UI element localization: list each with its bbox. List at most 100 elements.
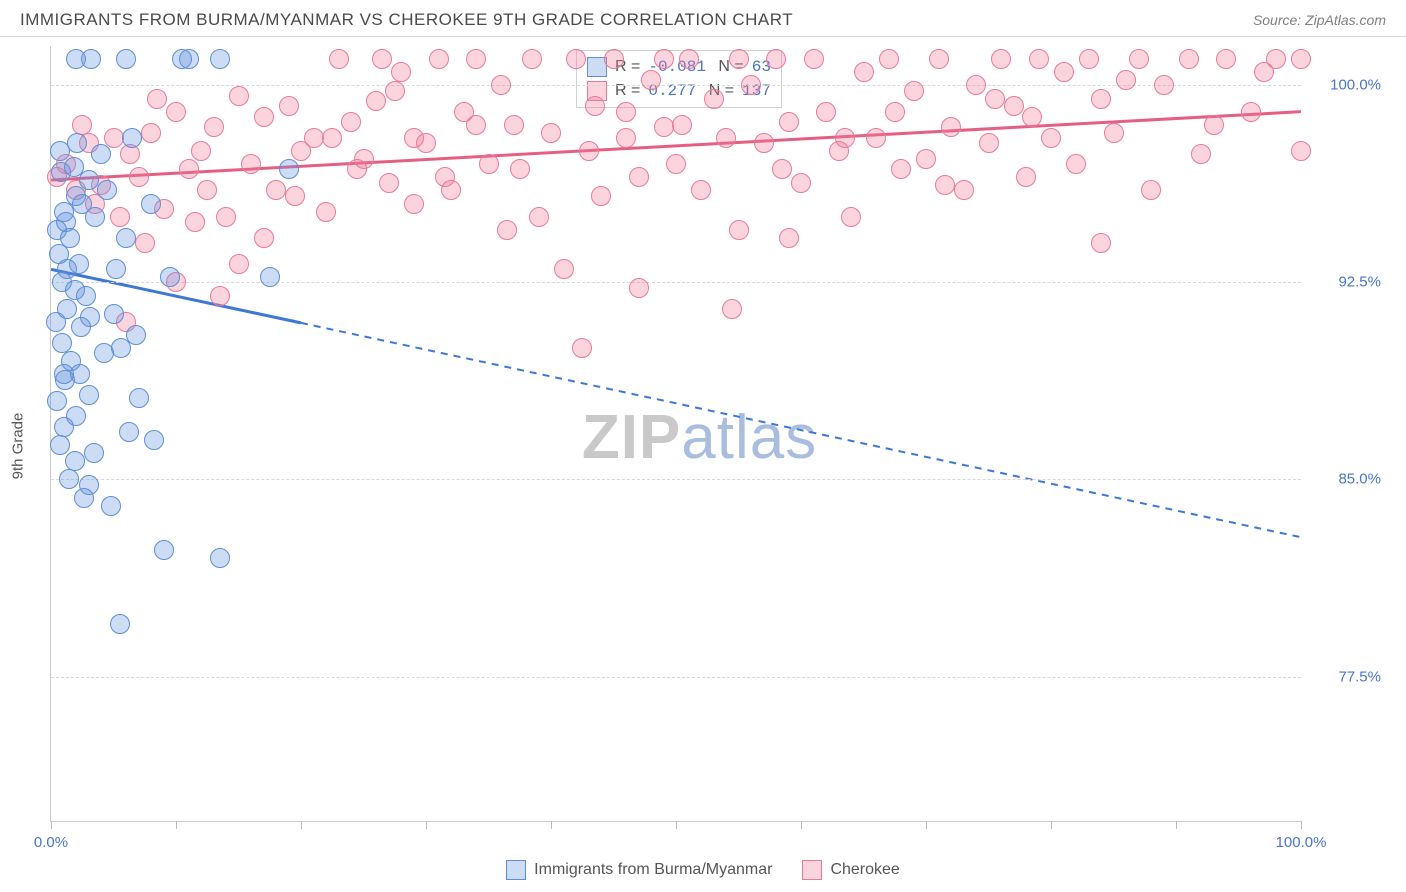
marker-burma [67,133,87,153]
marker-cherokee [416,133,436,153]
marker-cherokee [629,167,649,187]
marker-cherokee [1241,102,1261,122]
marker-cherokee [772,159,792,179]
marker-burma [110,614,130,634]
marker-cherokee [604,49,624,69]
marker-cherokee [285,186,305,206]
marker-burma [52,333,72,353]
marker-cherokee [1004,96,1024,116]
marker-cherokee [1254,62,1274,82]
marker-cherokee [754,133,774,153]
marker-cherokee [241,154,261,174]
marker-cherokee [716,128,736,148]
marker-burma [69,254,89,274]
marker-cherokee [347,159,367,179]
marker-cherokee [579,141,599,161]
marker-cherokee [791,173,811,193]
marker-cherokee [341,112,361,132]
marker-cherokee [279,96,299,116]
plot-area: ZIPatlas R = -0.081 N = 63 R = 0.277 N =… [50,46,1301,822]
marker-cherokee [210,286,230,306]
marker-cherokee [1204,115,1224,135]
marker-burma [50,141,70,161]
marker-cherokee [391,62,411,82]
x-tick [1301,821,1302,829]
marker-cherokee [885,102,905,122]
marker-burma [97,180,117,200]
marker-cherokee [229,86,249,106]
marker-cherokee [891,159,911,179]
marker-cherokee [541,123,561,143]
marker-cherokee [1022,107,1042,127]
marker-cherokee [629,278,649,298]
plot-wrap: ZIPatlas R = -0.081 N = 63 R = 0.277 N =… [50,46,1386,822]
marker-cherokee [135,233,155,253]
marker-cherokee [129,167,149,187]
marker-cherokee [316,202,336,222]
x-tick [426,821,427,829]
marker-burma [144,430,164,450]
marker-burma [79,475,99,495]
marker-cherokee [654,49,674,69]
marker-cherokee [766,49,786,69]
marker-cherokee [572,338,592,358]
marker-cherokee [722,299,742,319]
marker-burma [85,207,105,227]
marker-cherokee [379,173,399,193]
marker-burma [54,364,74,384]
y-tick-label: 85.0% [1311,471,1381,488]
marker-cherokee [372,49,392,69]
marker-cherokee [904,81,924,101]
marker-cherokee [1116,70,1136,90]
marker-cherokee [779,112,799,132]
marker-cherokee [147,89,167,109]
marker-cherokee [666,154,686,174]
marker-cherokee [879,49,899,69]
marker-cherokee [304,128,324,148]
x-tick [1176,821,1177,829]
marker-cherokee [1154,75,1174,95]
marker-cherokee [1041,128,1061,148]
marker-cherokee [179,159,199,179]
source-label: Source: ZipAtlas.com [1253,12,1386,28]
marker-cherokee [841,207,861,227]
marker-burma [65,451,85,471]
marker-cherokee [497,220,517,240]
marker-cherokee [741,75,761,95]
marker-burma [47,391,67,411]
marker-burma [57,299,77,319]
marker-cherokee [504,115,524,135]
watermark-part1: ZIP [582,403,681,472]
gridline [51,677,1301,678]
watermark-part2: atlas [681,403,817,472]
marker-cherokee [204,117,224,137]
y-tick-label: 77.5% [1311,668,1381,685]
marker-cherokee [1179,49,1199,69]
marker-burma [119,422,139,442]
marker-cherokee [979,133,999,153]
marker-cherokee [729,220,749,240]
marker-cherokee [1191,144,1211,164]
marker-burma [122,128,142,148]
marker-cherokee [522,49,542,69]
marker-burma [116,49,136,69]
marker-cherokee [366,91,386,111]
x-tick-label: 0.0% [34,834,68,851]
x-tick-label: 100.0% [1276,834,1327,851]
marker-burma [65,280,85,300]
marker-burma [154,540,174,560]
marker-cherokee [510,159,530,179]
marker-cherokee [616,102,636,122]
marker-cherokee [191,141,211,161]
marker-cherokee [804,49,824,69]
marker-cherokee [966,75,986,95]
x-tick [926,821,927,829]
y-tick-label: 100.0% [1311,77,1381,94]
marker-cherokee [1016,167,1036,187]
x-tick [1051,821,1052,829]
marker-cherokee [991,49,1011,69]
watermark: ZIPatlas [582,402,817,473]
marker-cherokee [779,228,799,248]
legend-swatch-burma [506,860,526,880]
gridline [51,479,1301,480]
